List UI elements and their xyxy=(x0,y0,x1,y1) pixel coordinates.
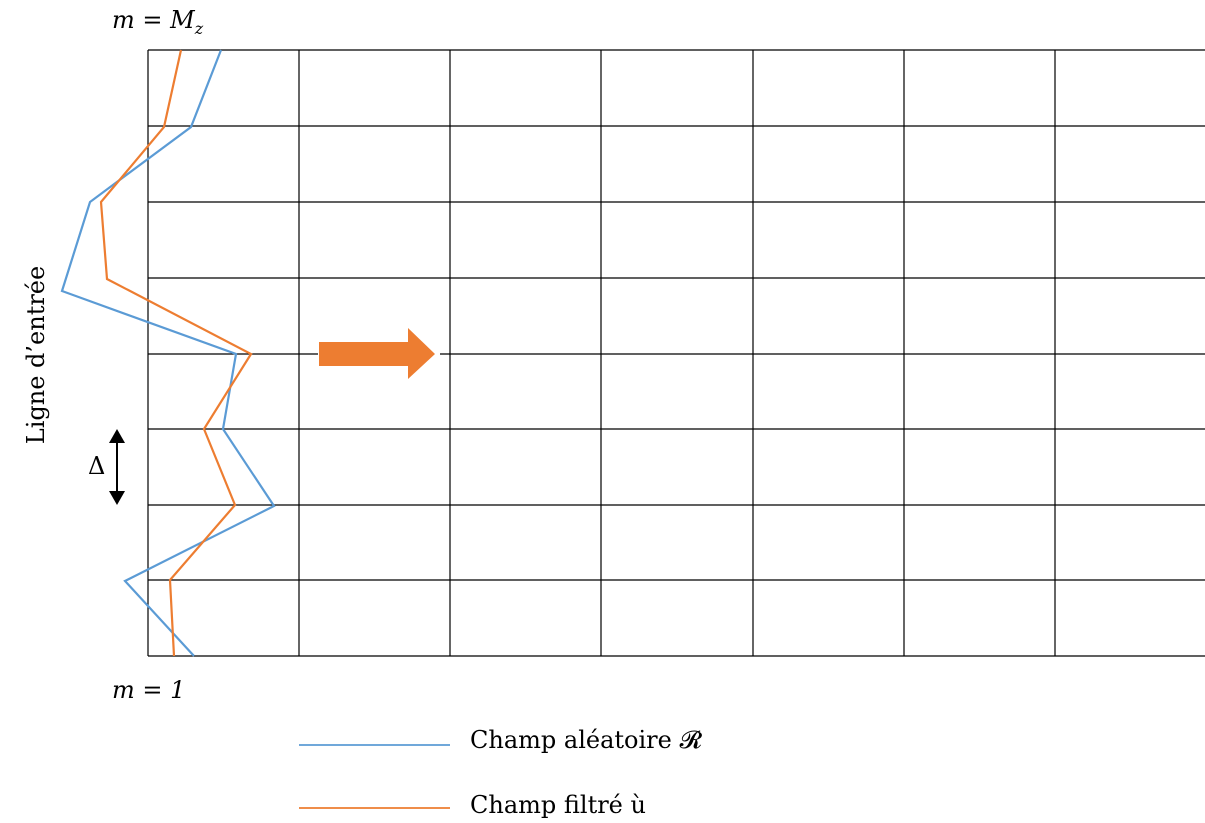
filtered-field-line xyxy=(99,49,253,657)
input-line-label: Ligne d’entrée xyxy=(22,265,50,445)
delta-label: Δ xyxy=(88,452,106,480)
legend-label-filtered: Champ filtré ù xyxy=(470,791,646,819)
random-field-line xyxy=(60,49,276,657)
propagation-arrow xyxy=(319,328,435,379)
legend-label-random: Champ aléatoire 𝓡 xyxy=(470,726,702,754)
top-row-label: m = Mz xyxy=(112,6,204,38)
bottom-row-label: m = 1 xyxy=(112,676,186,704)
grid xyxy=(147,49,1205,657)
delta-double-arrow xyxy=(109,429,125,505)
